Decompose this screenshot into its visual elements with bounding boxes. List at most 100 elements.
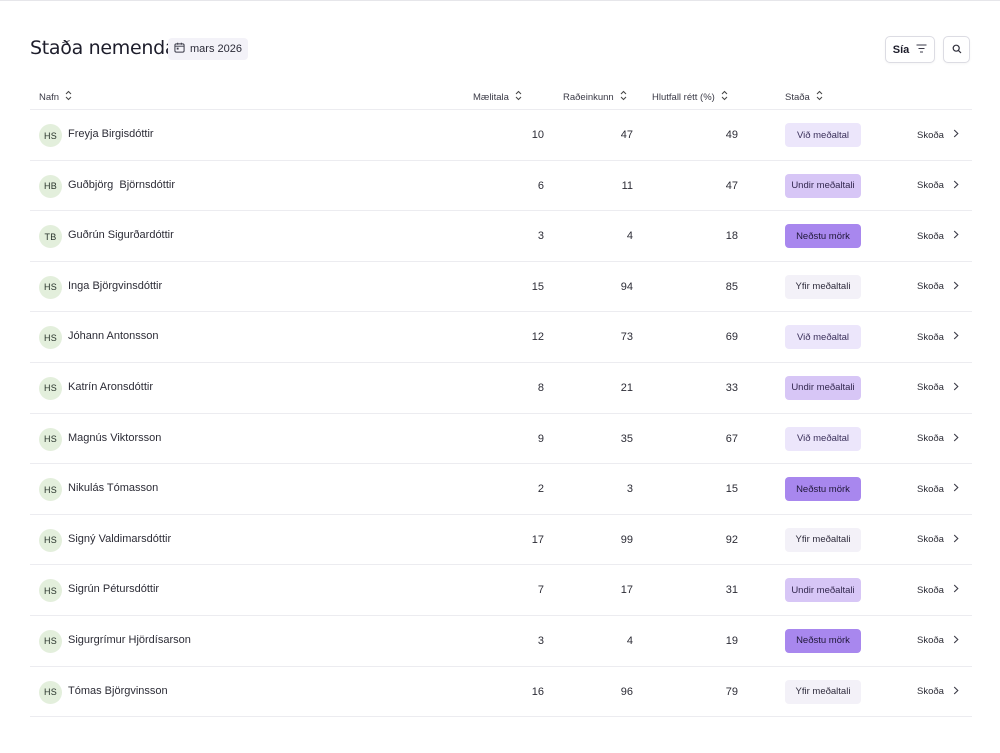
filter-label: Sía	[892, 43, 910, 56]
status-badge: Yfir meðaltali	[785, 274, 861, 299]
view-label: Skoða	[917, 382, 944, 394]
sort-icon	[816, 90, 823, 104]
date-label: mars 2026	[190, 43, 242, 55]
view-button[interactable]: Skoða	[917, 327, 959, 347]
avatar: HS	[39, 680, 62, 704]
search-button[interactable]	[943, 36, 970, 63]
table-row[interactable]: HS Sigurgrímur Hjördísarson 3 4 19 Neðstu mör…	[30, 616, 972, 667]
rank-value: 11	[621, 179, 633, 192]
view-button[interactable]: Skoða	[917, 176, 959, 196]
page-header: Staða nemenda mars 2026 Sía	[30, 36, 972, 64]
column-header-name[interactable]: Nafn	[39, 90, 72, 104]
avatar: HS	[39, 528, 62, 552]
status-badge: Yfir meðaltali	[785, 527, 861, 552]
rank-value: 73	[620, 331, 633, 344]
student-name: Sigrún Pétursdóttir	[68, 583, 160, 596]
column-header-percent[interactable]: Hlutfall rétt (%)	[652, 90, 728, 104]
avatar: HS	[39, 478, 62, 502]
table-row[interactable]: HS Freyja Birgisdóttir 10 47 49 Við meðaltal S…	[30, 110, 972, 161]
view-button[interactable]: Skoða	[917, 226, 959, 246]
students-table: Nafn Mælitala Raðeinkunn Hlutfall rétt (…	[30, 82, 972, 718]
chevron-right-icon	[953, 534, 959, 546]
percent-value: 47	[725, 179, 738, 192]
view-button[interactable]: Skoða	[917, 631, 959, 651]
column-label: Nafn	[39, 91, 60, 103]
table-row[interactable]: HS Inga Björgvinsdóttir 15 94 85 Yfir meðalta…	[30, 262, 972, 313]
table-row[interactable]: HS Nikulás Tómasson 2 3 15 Neðstu mörk Skoða	[30, 464, 972, 515]
student-name: Inga Björgvinsdóttir	[68, 279, 163, 292]
percent-value: 18	[725, 230, 738, 243]
table-row[interactable]: HS Signý Valdimarsdóttir 17 99 92 Yfir meðalt…	[30, 515, 972, 566]
avatar: HS	[39, 376, 62, 400]
column-header-status[interactable]: Staða	[785, 90, 823, 104]
view-label: Skoða	[917, 433, 944, 445]
table-row[interactable]: HB Guðbjörg Björnsdóttir 6 11 47 Undir meðalt…	[30, 161, 972, 212]
sort-icon	[620, 90, 627, 104]
view-label: Skoða	[917, 584, 944, 596]
table-row[interactable]: HS Jóhann Antonsson 12 73 69 Við meðaltal Skoð…	[30, 312, 972, 363]
table-row[interactable]: HS Magnús Viktorsson 9 35 67 Við meðaltal Skoð…	[30, 414, 972, 465]
view-button[interactable]: Skoða	[917, 378, 959, 398]
view-label: Skoða	[917, 483, 944, 495]
chevron-right-icon	[953, 382, 959, 394]
view-button[interactable]: Skoða	[917, 530, 959, 550]
view-button[interactable]: Skoða	[917, 429, 959, 449]
chevron-right-icon	[953, 433, 959, 445]
view-button[interactable]: Skoða	[917, 125, 959, 145]
column-header-score[interactable]: Mælitala	[473, 90, 522, 104]
table-body: HS Freyja Birgisdóttir 10 47 49 Við meðaltal S…	[30, 110, 972, 718]
page-title: Staða nemenda	[30, 37, 177, 59]
column-header-rank[interactable]: Raðeinkunn	[563, 90, 627, 104]
percent-value: 49	[725, 129, 738, 141]
student-name: Nikulás Tómasson	[68, 482, 159, 495]
chevron-right-icon	[953, 331, 959, 343]
view-button[interactable]: Skoða	[917, 277, 959, 297]
rank-value: 96	[620, 685, 633, 698]
search-icon	[952, 41, 962, 59]
sort-icon	[515, 90, 522, 104]
score-value: 2	[537, 483, 544, 496]
rank-value: 3	[626, 483, 633, 496]
view-label: Skoða	[917, 180, 944, 192]
table-row[interactable]: TB Guðrún Sigurðardóttir 3 4 18 Neðstu mörk Sk…	[30, 211, 972, 262]
view-label: Skoða	[917, 534, 944, 546]
calendar-icon	[174, 42, 185, 56]
view-button[interactable]: Skoða	[917, 682, 959, 702]
table-header: Nafn Mælitala Raðeinkunn Hlutfall rétt (…	[30, 82, 972, 110]
percent-value: 67	[725, 432, 738, 445]
avatar: HS	[39, 275, 62, 299]
score-value: 10	[531, 129, 544, 141]
percent-value: 92	[725, 533, 738, 546]
percent-value: 85	[725, 280, 738, 293]
table-row[interactable]: HS Tómas Björgvinsson 16 96 79 Yfir meðaltali…	[30, 667, 972, 718]
table-row[interactable]: HS Katrín Aronsdóttir 8 21 33 Undir meðaltali…	[30, 363, 972, 414]
student-name: Tómas Björgvinsson	[68, 684, 168, 697]
percent-value: 69	[725, 331, 738, 344]
filter-button[interactable]: Sía	[885, 36, 935, 63]
student-name: Sigurgrímur Hjördísarson	[68, 633, 191, 646]
rank-value: 47	[620, 129, 633, 141]
status-badge: Undir meðaltali	[785, 173, 861, 198]
status-badge: Við meðaltal	[785, 426, 861, 451]
date-picker[interactable]: mars 2026	[168, 38, 248, 60]
score-value: 16	[531, 685, 544, 698]
student-name: Freyja Birgisdóttir	[68, 128, 154, 140]
student-name: Guðrún Sigurðardóttir	[68, 229, 174, 242]
score-value: 3	[537, 634, 544, 647]
table-row[interactable]: HS Sigrún Pétursdóttir 7 17 31 Undir meðaltal…	[30, 565, 972, 616]
view-button[interactable]: Skoða	[917, 580, 959, 600]
avatar: HS	[39, 326, 62, 350]
percent-value: 33	[725, 381, 738, 394]
chevron-right-icon	[953, 483, 959, 495]
rank-value: 35	[620, 432, 633, 445]
percent-value: 31	[725, 584, 738, 597]
avatar: HS	[39, 124, 62, 147]
avatar: TB	[39, 225, 62, 249]
view-button[interactable]: Skoða	[917, 479, 959, 499]
status-badge: Undir meðaltali	[785, 578, 861, 603]
percent-value: 79	[725, 685, 738, 698]
filter-icon	[916, 44, 927, 56]
status-badge: Við meðaltal	[785, 325, 861, 350]
view-label: Skoða	[917, 281, 944, 293]
student-name: Jóhann Antonsson	[68, 330, 159, 343]
